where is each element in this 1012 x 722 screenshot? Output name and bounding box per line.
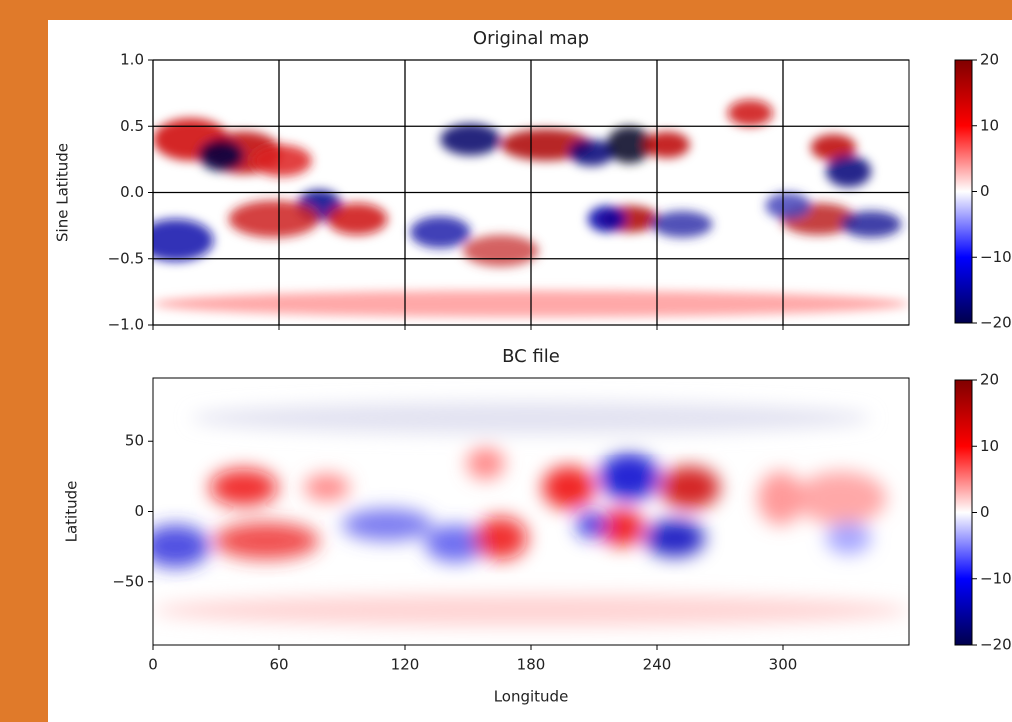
heatmap-blob bbox=[153, 219, 214, 262]
chart-title: BC file bbox=[502, 346, 560, 367]
x-tick-label: 300 bbox=[769, 656, 798, 674]
colorbar bbox=[954, 379, 973, 646]
colorbar-tick-label: 10 bbox=[980, 437, 999, 455]
y-tick-label: 50 bbox=[125, 432, 144, 450]
heatmap-blob bbox=[190, 402, 872, 435]
heatmap-blob bbox=[644, 131, 690, 159]
x-tick-label: 60 bbox=[269, 656, 288, 674]
colorbar-tick-label: 10 bbox=[980, 116, 999, 134]
heatmap-blob bbox=[765, 192, 811, 219]
colorbar bbox=[954, 59, 973, 324]
heatmap-blob bbox=[326, 203, 388, 235]
y-tick-label: 1.0 bbox=[120, 51, 144, 69]
heatmap-blob bbox=[599, 452, 660, 501]
x-tick-label: 180 bbox=[517, 656, 546, 674]
heatmap-blob bbox=[425, 524, 486, 563]
y-axis-label: Sine Latitude bbox=[54, 143, 72, 242]
heatmap-blob bbox=[795, 471, 887, 525]
y-tick-label: 0.0 bbox=[120, 183, 144, 201]
heatmap-blob bbox=[727, 99, 773, 127]
heatmap-blob bbox=[440, 123, 501, 156]
heatmap-blob bbox=[153, 594, 909, 627]
heatmap-blob bbox=[810, 134, 857, 161]
y-tick-label: −1.0 bbox=[108, 316, 144, 334]
heatmap-blob bbox=[587, 205, 626, 233]
heatmap-blob bbox=[757, 471, 804, 525]
x-tick-label: 240 bbox=[643, 656, 672, 674]
heatmap-blob bbox=[651, 211, 713, 238]
y-axis-label: Latitude bbox=[63, 481, 81, 543]
colorbar-tick-label: −10 bbox=[980, 248, 1012, 266]
x-axis-label: Longitude bbox=[494, 688, 569, 706]
heatmap-blob bbox=[466, 447, 505, 480]
heatmap-blob bbox=[462, 234, 539, 267]
y-tick-label: 0.5 bbox=[120, 117, 144, 135]
heatmap-blob bbox=[568, 139, 615, 166]
heatmap-blob bbox=[304, 474, 350, 501]
y-tick-label: −50 bbox=[112, 572, 144, 590]
heatmap-blob bbox=[410, 216, 471, 249]
heatmap-blob bbox=[209, 468, 278, 507]
colorbar-tick-label: −20 bbox=[980, 636, 1012, 654]
heatmap-field bbox=[153, 99, 909, 318]
heatmap-blob bbox=[228, 200, 320, 238]
heatmap-field bbox=[153, 402, 909, 627]
heatmap-blob bbox=[599, 508, 645, 547]
y-tick-label: 0 bbox=[134, 502, 144, 520]
heatmap-blob bbox=[840, 211, 902, 238]
heatmap-blob bbox=[606, 126, 652, 164]
colorbar-tick-label: 20 bbox=[980, 371, 999, 389]
chart-title: Original map bbox=[473, 28, 589, 49]
heatmap-blob bbox=[251, 144, 312, 177]
x-tick-label: 120 bbox=[391, 656, 420, 674]
colorbar-tick-label: 0 bbox=[980, 503, 990, 521]
heatmap-blob bbox=[542, 466, 596, 509]
heatmap-image bbox=[153, 378, 909, 645]
heatmap-blob bbox=[825, 522, 872, 555]
heatmap-blob bbox=[342, 508, 433, 541]
heatmap-blob bbox=[198, 139, 244, 172]
heatmap-blob bbox=[659, 466, 720, 509]
heatmap-blob bbox=[576, 511, 607, 539]
heatmap-blob bbox=[825, 155, 872, 188]
heatmap-blob bbox=[213, 522, 320, 560]
heatmap-blob bbox=[153, 524, 210, 568]
colorbar-tick-label: −10 bbox=[980, 569, 1012, 587]
x-tick-label: 0 bbox=[148, 656, 158, 674]
y-tick-label: −0.5 bbox=[108, 249, 144, 267]
colorbar-tick-label: 0 bbox=[980, 182, 990, 200]
heatmap-blob bbox=[644, 519, 705, 557]
colorbar-tick-label: 20 bbox=[980, 51, 999, 69]
colorbar-tick-label: −20 bbox=[980, 314, 1012, 332]
heatmap-blob bbox=[474, 516, 528, 560]
